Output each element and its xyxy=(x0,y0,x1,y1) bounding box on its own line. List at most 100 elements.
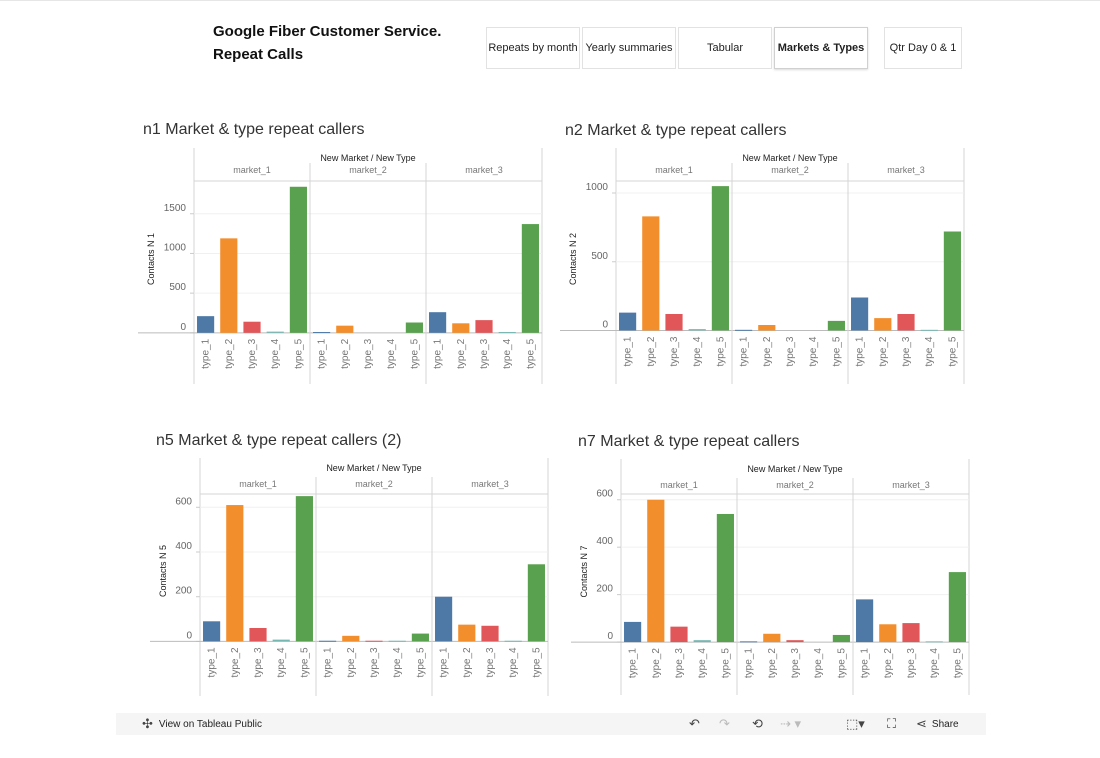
download-icon: ⬚▾ xyxy=(846,716,865,731)
y-axis-label: Contacts N 7 xyxy=(579,545,589,597)
bar-market_2-type_2 xyxy=(342,635,360,642)
x-tick-label: type_2 xyxy=(878,336,889,366)
y-tick-label: 1000 xyxy=(164,242,187,253)
bar-market_3-type_4 xyxy=(920,329,938,331)
y-tick-label: 500 xyxy=(591,251,608,262)
bar-market_1-type_1 xyxy=(197,316,215,333)
bar-market_2-type_5 xyxy=(405,322,423,333)
chart-n1: New Market / New Type Contacts N 1 0 500 100… xyxy=(138,148,543,384)
bar-market_1-type_4 xyxy=(272,639,290,642)
x-tick-label: type_1 xyxy=(739,336,750,366)
bar-market_1-type_5 xyxy=(289,186,307,333)
bar-market_1-type_3 xyxy=(670,626,688,643)
bar-market_3-type_2 xyxy=(458,624,476,642)
bar-market_2-type_2 xyxy=(336,325,354,333)
x-tick-label: type_1 xyxy=(323,647,334,677)
view-on-tableau-link[interactable]: ✣ View on Tableau Public xyxy=(142,713,262,735)
tab-tabular[interactable]: Tabular xyxy=(678,27,772,69)
bar-market_3-type_5 xyxy=(521,224,539,333)
bar-market_2-type_1 xyxy=(740,641,758,643)
bar-market_2-type_1 xyxy=(313,332,331,334)
y-tick-label: 0 xyxy=(602,320,608,331)
bar-market_3-type_4 xyxy=(925,641,943,643)
market-label: market_3 xyxy=(892,480,930,490)
x-tick-label: type_3 xyxy=(901,336,912,366)
bar-market_2-type_3 xyxy=(365,640,383,642)
x-tick-label: type_2 xyxy=(767,648,778,678)
download-button[interactable]: ⬚▾ xyxy=(846,713,865,735)
y-axis-label: Contacts N 5 xyxy=(158,545,168,597)
y-tick-label: 200 xyxy=(596,584,613,595)
x-tick-label: type_1 xyxy=(433,338,444,368)
column-header: New Market / New Type xyxy=(742,153,837,163)
x-tick-label: type_1 xyxy=(201,338,212,368)
x-tick-label: type_5 xyxy=(299,647,310,677)
x-tick-label: type_2 xyxy=(230,647,241,677)
x-tick-label: type_1 xyxy=(860,648,871,678)
x-tick-label: type_2 xyxy=(646,336,657,366)
share-button[interactable]: ⋖ Share xyxy=(916,713,959,735)
bar-market_3-type_3 xyxy=(902,623,920,643)
chart-n5: New Market / New Type Contacts N 5 0 200 400… xyxy=(150,458,549,696)
tab-yearly-summaries[interactable]: Yearly summaries xyxy=(582,27,676,69)
tab-markets-types[interactable]: Markets & Types xyxy=(774,27,868,69)
x-tick-label: type_4 xyxy=(808,336,819,366)
redo-button[interactable]: ↷ xyxy=(719,713,730,735)
dashboard-title-line2: Repeat Calls xyxy=(213,46,304,63)
bar-market_2-type_1 xyxy=(735,329,753,331)
bar-market_3-type_3 xyxy=(897,314,915,331)
market-label: market_1 xyxy=(655,165,693,175)
x-tick-label: type_4 xyxy=(508,647,519,677)
bar-market_3-type_5 xyxy=(948,572,966,643)
x-tick-label: type_4 xyxy=(692,336,703,366)
x-tick-label: type_5 xyxy=(836,648,847,678)
x-tick-label: type_5 xyxy=(715,336,726,366)
fullscreen-button[interactable]: ⛶ xyxy=(887,713,896,735)
bar-market_3-type_2 xyxy=(874,318,892,331)
x-tick-label: type_4 xyxy=(502,338,513,368)
y-tick-label: 400 xyxy=(175,541,192,552)
bar-market_1-type_4 xyxy=(693,640,711,643)
tableau-icon: ✣ xyxy=(142,716,153,731)
bar-market_2-type_2 xyxy=(758,325,776,331)
x-tick-label: type_5 xyxy=(947,336,958,366)
x-tick-label: type_1 xyxy=(744,648,755,678)
market-label: market_1 xyxy=(660,480,698,490)
bar-market_2-type_4 xyxy=(388,640,406,642)
undo-button[interactable]: ↶ xyxy=(689,713,700,735)
chart-title-n7: n7 Market & type repeat callers xyxy=(578,433,800,450)
revert-icon: ⟲ xyxy=(752,716,763,731)
bar-market_1-type_4 xyxy=(688,329,706,331)
x-tick-label: type_4 xyxy=(392,647,403,677)
x-tick-label: type_4 xyxy=(929,648,940,678)
x-tick-label: type_5 xyxy=(293,338,304,368)
tab-repeats-by-month[interactable]: Repeats by month xyxy=(486,27,580,69)
tab-qtr-day[interactable]: Qtr Day 0 & 1 xyxy=(884,27,962,69)
bar-market_2-type_1 xyxy=(319,640,337,642)
x-tick-label: type_5 xyxy=(415,647,426,677)
y-axis-label: Contacts N 1 xyxy=(146,233,156,285)
x-tick-label: type_4 xyxy=(276,647,287,677)
refresh-button[interactable]: ⇢ ▾ xyxy=(780,713,801,735)
x-tick-label: type_5 xyxy=(531,647,542,677)
y-tick-label: 0 xyxy=(607,631,613,642)
bar-market_1-type_3 xyxy=(249,628,267,642)
bar-market_1-type_1 xyxy=(619,312,637,331)
bar-market_3-type_4 xyxy=(498,332,516,334)
x-tick-label: type_3 xyxy=(906,648,917,678)
chart-n7: New Market / New Type Contacts N 7 0 200 400… xyxy=(571,459,970,695)
redo-icon: ↷ xyxy=(719,716,730,731)
bar-market_3-type_1 xyxy=(856,599,874,643)
x-tick-label: type_3 xyxy=(669,336,680,366)
bar-market_1-type_5 xyxy=(295,496,313,642)
bar-market_3-type_1 xyxy=(429,312,447,333)
revert-button[interactable]: ⟲ xyxy=(752,713,763,735)
x-tick-label: type_3 xyxy=(369,647,380,677)
market-label: market_3 xyxy=(471,479,509,489)
x-tick-label: type_5 xyxy=(525,338,536,368)
bar-market_3-type_4 xyxy=(504,640,522,642)
market-label: market_3 xyxy=(465,165,503,175)
x-tick-label: type_5 xyxy=(409,338,420,368)
fullscreen-icon: ⛶ xyxy=(887,716,897,731)
x-tick-label: type_3 xyxy=(479,338,490,368)
